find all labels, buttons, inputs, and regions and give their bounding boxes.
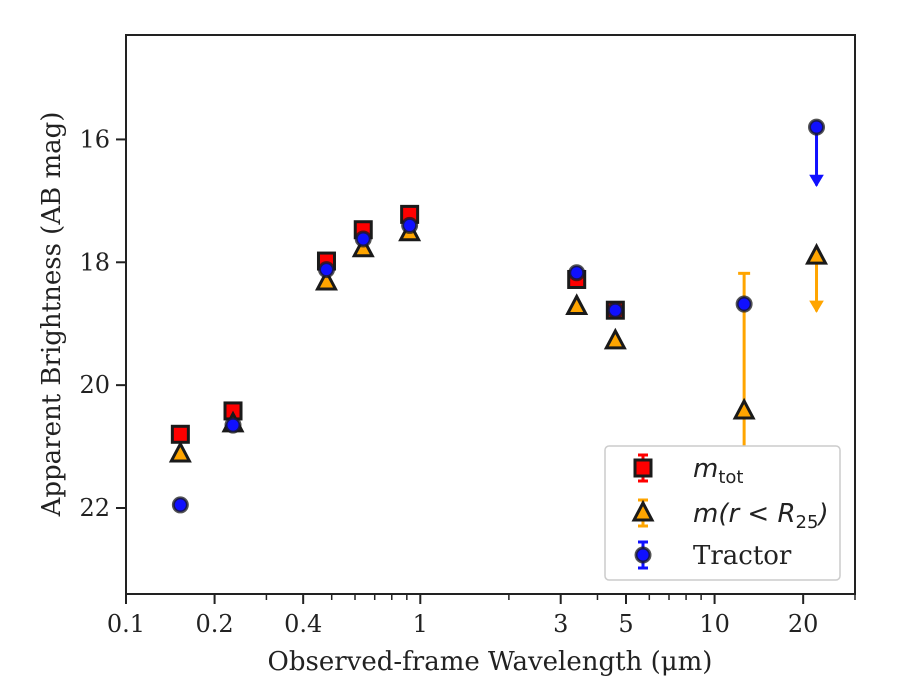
x-tick-label: 0.1 — [107, 610, 145, 638]
legend-marker-triangle — [631, 499, 655, 522]
upper-limit-arrowhead — [809, 300, 824, 313]
legend-marker-circle — [634, 546, 652, 564]
y-axis-label: Apparent Brightness (AB mag) — [37, 112, 67, 518]
legend-label: mtot — [693, 454, 743, 488]
data-point-triangle — [603, 327, 627, 350]
series-square — [170, 204, 625, 444]
x-axis-label: Observed-frame Wavelength (μm) — [268, 647, 713, 677]
x-tick-label: 20 — [788, 610, 819, 638]
data-point-triangle — [168, 440, 192, 463]
x-axis-ticks: 0.1 0.2 0.4 1 3 5 10 20 — [107, 594, 856, 638]
data-point-circle — [317, 261, 335, 279]
legend: mtot m(r < R25) Tractor — [604, 445, 841, 581]
data-point-triangle — [732, 397, 756, 420]
y-axis-ticks: 16 18 20 22 — [79, 125, 126, 522]
series-circle — [171, 118, 826, 514]
y-tick-label: 22 — [79, 494, 110, 522]
x-tick-label: 0.4 — [284, 610, 322, 638]
legend-marker-square — [633, 458, 653, 478]
y-tick-label: 20 — [79, 371, 110, 399]
upper-limit-arrowhead — [809, 174, 824, 187]
legend-label: m(r < R25) — [693, 499, 829, 533]
data-point-circle — [606, 301, 624, 319]
data-marks — [168, 118, 829, 551]
data-point-triangle — [314, 268, 338, 291]
legend-label: Tractor — [693, 541, 792, 571]
data-point-circle — [808, 118, 826, 136]
data-point-circle — [401, 216, 419, 234]
data-point-circle — [171, 496, 189, 514]
y-tick-label: 18 — [79, 248, 110, 276]
x-tick-label: 10 — [699, 610, 730, 638]
plot-frame — [125, 34, 856, 595]
data-point-circle — [568, 264, 586, 282]
x-tick-label: 5 — [618, 610, 633, 638]
legend-box — [604, 445, 841, 581]
data-point-circle — [735, 295, 753, 313]
x-tick-label: 0.2 — [196, 610, 234, 638]
data-point-square — [170, 424, 190, 444]
data-point-circle — [224, 416, 242, 434]
x-tick-label: 3 — [553, 610, 568, 638]
data-point-circle — [354, 230, 372, 248]
y-tick-label: 16 — [79, 125, 110, 153]
data-point-triangle — [805, 242, 829, 265]
x-tick-label: 1 — [413, 610, 428, 638]
data-point-triangle — [565, 293, 589, 316]
